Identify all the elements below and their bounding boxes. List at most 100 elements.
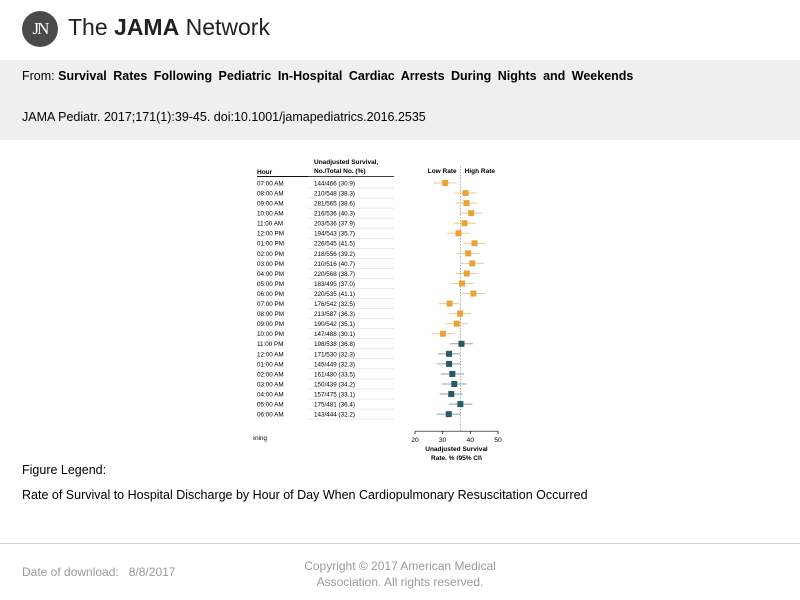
x-axis-tick-label: 30: [439, 437, 447, 444]
row-hour-label: 05:00 PM: [257, 281, 284, 288]
row-point-estimate: [442, 180, 449, 186]
row-point-estimate: [461, 220, 468, 227]
row-hour-label: 12:00 PM: [257, 231, 284, 238]
row-hour-label: 07:00 PM: [257, 301, 284, 308]
row-survival-value: 176/542 (32.5): [314, 301, 355, 308]
forest-plot: Hour Unadjusted Survival, No./Total No. (%…: [225, 159, 502, 462]
article-citation: JAMA Pediatr. 2017;171(1):39-45. doi:10.…: [22, 110, 426, 124]
row-point-estimate: [463, 200, 470, 207]
row-point-estimate: [462, 190, 469, 197]
survival-column-header-line-2: No./Total No. (%): [314, 168, 366, 175]
site-header: JN The JAMA Network: [0, 0, 800, 60]
row-hour-label: 11:00 PM: [257, 341, 284, 348]
row-survival-value: 210/516 (40.7): [314, 261, 355, 268]
row-survival-value: 220/535 (41.1): [314, 291, 355, 298]
row-point-estimate: [457, 310, 464, 317]
row-point-estimate: [469, 260, 476, 267]
brand-bold: JAMA: [114, 14, 180, 40]
row-survival-value: 175/481 (36.4): [314, 402, 355, 409]
row-survival-value: 143/444 (32.2): [314, 412, 355, 419]
row-point-estimate: [468, 210, 475, 217]
row-hour-label: 07:00 AM: [257, 180, 284, 187]
row-point-estimate: [446, 300, 453, 307]
row-survival-value: 220/568 (38.7): [314, 271, 355, 278]
row-hour-label: 01:00 PM: [257, 241, 284, 248]
row-hour-label: 06:00 PM: [257, 291, 284, 298]
download-date: Date of download: 8/8/2017: [22, 565, 175, 579]
row-hour-label: 08:00 PM: [257, 311, 284, 318]
row-survival-value: 203/536 (37.9): [314, 221, 355, 228]
row-survival-value: 144/466 (30.9): [314, 180, 355, 187]
download-date-value: 8/8/2017: [128, 565, 176, 579]
row-hour-label: 05:00 AM: [257, 402, 284, 409]
x-axis-label-line-2: Rate, % (95% CI): [431, 455, 482, 460]
figure-legend-caption: Rate of Survival to Hospital Discharge b…: [22, 488, 588, 502]
row-survival-value: 157/475 (33.1): [314, 391, 355, 398]
row-survival-value: 171/530 (32.3): [314, 351, 355, 358]
row-hour-label: 08:00 AM: [257, 190, 284, 197]
row-point-estimate: [439, 330, 446, 337]
row-hour-label: 09:00 PM: [257, 321, 284, 328]
row-point-estimate: [446, 360, 453, 367]
high-rate-label: High Rate: [465, 168, 496, 175]
low-rate-label: Low Rate: [428, 168, 457, 175]
row-point-estimate: [448, 391, 455, 398]
row-hour-label: 06:00 AM: [257, 412, 284, 419]
footer-divider: [0, 543, 800, 544]
jama-network-logo-icon[interactable]: JN: [22, 11, 58, 47]
row-hour-label: 01:00 AM: [257, 361, 284, 368]
row-point-estimate: [459, 280, 466, 287]
row-hour-label: 03:00 PM: [257, 261, 284, 268]
x-axis-tick-label: 40: [467, 437, 475, 444]
row-survival-value: 183/495 (37.0): [314, 281, 355, 288]
row-hour-label: 04:00 PM: [257, 271, 284, 278]
row-survival-value: 145/449 (32.3): [314, 361, 355, 368]
row-survival-value: 226/545 (41.5): [314, 241, 355, 248]
x-axis-tick-label: 50: [494, 437, 502, 444]
forest-plot-figure: Hour Unadjusted Survival, No./Total No. (%…: [225, 150, 513, 462]
article-title[interactable]: Survival Rates Following Pediatric In-Ho…: [58, 69, 634, 83]
row-survival-value: 213/587 (36.3): [314, 311, 355, 318]
row-survival-value: 198/538 (36.8): [314, 341, 355, 348]
row-survival-value: 216/536 (40.3): [314, 211, 355, 218]
row-point-estimate: [470, 290, 477, 297]
row-hour-label: 10:00 PM: [257, 331, 284, 338]
from-label: From:: [22, 69, 55, 83]
x-axis-tick-label: 20: [411, 437, 419, 444]
copyright-line-1: Copyright © 2017 American Medical: [304, 559, 496, 573]
row-point-estimate: [449, 370, 456, 377]
copyright-notice: Copyright © 2017 American Medical Associ…: [290, 558, 510, 590]
survival-column-header-line-1: Unadjusted Survival,: [314, 159, 378, 166]
row-hour-label: 02:00 PM: [257, 251, 284, 258]
row-hour-label: 11:00 AM: [257, 221, 283, 228]
row-hour-label: 09:00 AM: [257, 201, 284, 208]
row-point-estimate: [455, 230, 462, 237]
row-point-estimate: [465, 250, 472, 257]
row-survival-value: 161/480 (33.5): [314, 371, 355, 378]
row-point-estimate: [457, 401, 464, 408]
brand-prefix: The: [68, 14, 115, 40]
row-hour-label: 04:00 AM: [257, 391, 284, 398]
download-label: Date of download:: [22, 565, 119, 579]
row-survival-value: 147/488 (30.1): [314, 331, 355, 338]
row-point-estimate: [458, 340, 465, 347]
row-survival-value: 150/439 (34.2): [314, 381, 355, 388]
x-axis-label-line-1: Unadjusted Survival: [425, 446, 488, 453]
row-point-estimate: [453, 320, 460, 327]
article-info-band: [0, 60, 800, 140]
row-point-estimate: [471, 240, 478, 247]
hour-column-header: Hour: [257, 169, 273, 176]
article-source-line: From: Survival Rates Following Pediatric…: [22, 69, 633, 83]
row-hour-label: 12:00 AM: [257, 351, 284, 358]
copyright-line-2: Association. All rights reserved.: [316, 575, 484, 589]
row-point-estimate: [451, 381, 458, 387]
brand-suffix: Network: [179, 14, 270, 40]
row-survival-value: 218/556 (39.2): [314, 251, 355, 258]
row-point-estimate: [445, 411, 452, 418]
row-survival-value: 190/542 (35.1): [314, 321, 355, 328]
row-survival-value: 194/543 (35.7): [314, 231, 355, 238]
row-point-estimate: [463, 270, 470, 277]
row-point-estimate: [446, 350, 453, 357]
brand-wordmark[interactable]: The JAMA Network: [68, 14, 270, 41]
row-survival-value: 281/565 (38.6): [314, 201, 355, 208]
